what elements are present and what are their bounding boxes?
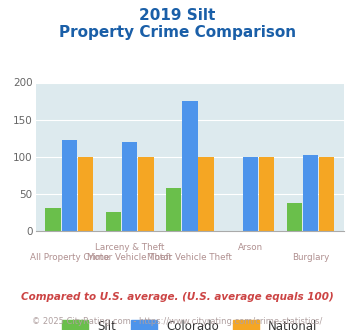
- Bar: [259, 157, 274, 231]
- Bar: [182, 101, 198, 231]
- Bar: [319, 157, 334, 231]
- Text: All Property Crime: All Property Crime: [29, 253, 109, 262]
- Text: Motor Vehicle Theft: Motor Vehicle Theft: [87, 253, 172, 262]
- Bar: [166, 188, 181, 231]
- Text: Property Crime Comparison: Property Crime Comparison: [59, 25, 296, 40]
- Bar: [62, 141, 77, 231]
- Text: © 2025 CityRating.com - https://www.cityrating.com/crime-statistics/: © 2025 CityRating.com - https://www.city…: [32, 317, 323, 326]
- Text: 2019 Silt: 2019 Silt: [139, 8, 216, 23]
- Bar: [78, 157, 93, 231]
- Bar: [138, 157, 153, 231]
- Bar: [198, 157, 214, 231]
- Bar: [286, 203, 302, 231]
- Bar: [242, 157, 258, 231]
- Bar: [45, 208, 61, 231]
- Bar: [106, 213, 121, 231]
- Text: Larceny & Theft: Larceny & Theft: [95, 243, 164, 251]
- Bar: [303, 154, 318, 231]
- Legend: Silt, Colorado, National: Silt, Colorado, National: [56, 314, 324, 330]
- Bar: [122, 142, 137, 231]
- Text: Motor Vehicle Theft: Motor Vehicle Theft: [147, 253, 233, 262]
- Text: Burglary: Burglary: [292, 253, 329, 262]
- Text: Compared to U.S. average. (U.S. average equals 100): Compared to U.S. average. (U.S. average …: [21, 292, 334, 302]
- Text: Arson: Arson: [237, 243, 263, 251]
